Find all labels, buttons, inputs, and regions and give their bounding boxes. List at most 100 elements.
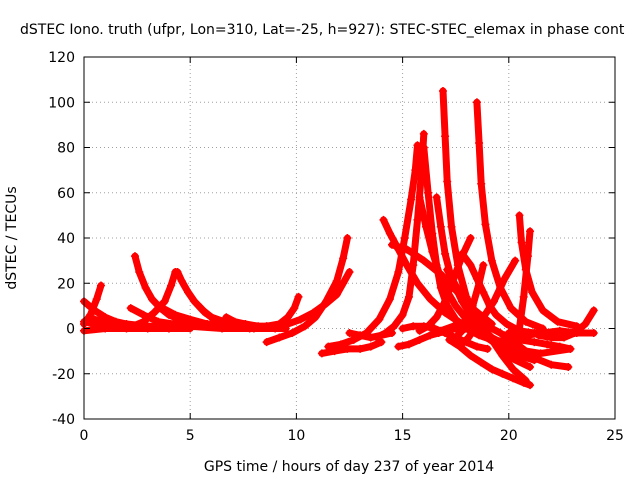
data-point xyxy=(390,322,399,331)
data-point xyxy=(169,319,178,328)
data-point xyxy=(432,193,441,202)
y-tick-label: 120 xyxy=(48,50,75,66)
data-point xyxy=(343,344,352,353)
data-point xyxy=(479,313,488,322)
data-point xyxy=(385,229,394,238)
data-point xyxy=(455,342,464,351)
data-point xyxy=(564,362,573,371)
data-point xyxy=(511,256,520,265)
data-point xyxy=(479,261,488,270)
axis-ticks: -40 -20 0 20 40 60 80 100 120 0 5 10 15 20 25 xyxy=(48,50,624,444)
y-tick-label: 0 xyxy=(66,322,75,338)
data-series-15 xyxy=(271,267,354,333)
chart-title: dSTEC Iono. truth (ufpr, Lon=310, Lat=-2… xyxy=(20,22,625,38)
data-point xyxy=(498,351,507,360)
data-point xyxy=(483,344,492,353)
data-point xyxy=(560,333,569,342)
y-tick-label: 40 xyxy=(57,231,75,247)
data-point xyxy=(322,299,331,308)
data-point xyxy=(86,310,95,319)
data-point xyxy=(460,338,469,347)
y-tick-label: 60 xyxy=(57,186,75,202)
data-point xyxy=(184,288,193,297)
data-series-13 xyxy=(228,292,303,333)
data-point xyxy=(502,319,511,328)
data-point xyxy=(345,267,354,276)
data-point xyxy=(530,353,539,362)
data-point xyxy=(460,317,469,326)
data-point xyxy=(402,245,411,254)
data-point xyxy=(555,326,564,335)
data-point xyxy=(509,374,518,383)
data-point xyxy=(451,301,460,310)
data-point xyxy=(332,290,341,299)
x-tick-label: 20 xyxy=(500,428,518,444)
data-point xyxy=(356,331,365,340)
data-point xyxy=(460,297,469,306)
data-point xyxy=(385,295,394,304)
data-point xyxy=(515,335,524,344)
data-point xyxy=(160,297,169,306)
data-point xyxy=(290,304,299,313)
data-point xyxy=(426,331,435,340)
y-axis-title: dSTEC / TECUs xyxy=(4,186,20,289)
x-tick-label: 15 xyxy=(394,428,412,444)
data-point xyxy=(589,306,598,315)
data-point xyxy=(453,331,462,340)
data-point xyxy=(141,283,150,292)
data-point xyxy=(487,256,496,265)
data-point xyxy=(581,319,590,328)
data-point xyxy=(477,358,486,367)
data-point xyxy=(339,254,348,263)
data-point xyxy=(547,360,556,369)
data-series-40 xyxy=(500,331,575,353)
data-point xyxy=(570,329,579,338)
data-point xyxy=(201,308,210,317)
data-point xyxy=(466,234,475,242)
data-point xyxy=(479,288,488,297)
data-point xyxy=(530,338,539,347)
data-point xyxy=(553,317,562,326)
data-point xyxy=(413,215,422,224)
data-point xyxy=(245,324,254,333)
data-point xyxy=(222,313,231,322)
x-tick-label: 10 xyxy=(287,428,305,444)
data-point xyxy=(434,329,443,338)
data-point xyxy=(515,211,524,220)
data-point xyxy=(451,315,460,324)
data-point xyxy=(190,297,199,306)
data-point xyxy=(589,329,598,338)
data-point xyxy=(481,220,490,229)
data-point xyxy=(509,365,518,374)
data-point xyxy=(447,222,456,231)
y-tick-label: 80 xyxy=(57,141,75,157)
data-point xyxy=(324,342,333,351)
data-point xyxy=(218,317,227,326)
data-point xyxy=(534,331,543,340)
data-point xyxy=(428,247,437,256)
data-point xyxy=(489,297,498,306)
y-tick-label: -40 xyxy=(52,412,75,428)
data-point xyxy=(394,267,403,276)
data-point xyxy=(451,281,460,290)
data-point xyxy=(167,281,176,290)
data-series-14 xyxy=(262,234,352,347)
data-point xyxy=(373,333,382,342)
data-point xyxy=(500,331,509,340)
data-series-32 xyxy=(445,335,535,390)
data-point xyxy=(90,306,99,315)
data-point xyxy=(271,324,280,333)
data-point xyxy=(218,324,227,333)
x-tick-label: 25 xyxy=(606,428,624,444)
data-point xyxy=(275,333,284,342)
data-point xyxy=(409,322,418,331)
data-point xyxy=(394,342,403,351)
x-tick-label: 5 xyxy=(186,428,195,444)
data-point xyxy=(441,132,450,141)
data-point xyxy=(262,338,271,347)
data-point xyxy=(424,322,433,331)
data-point xyxy=(500,274,509,283)
data-point xyxy=(379,215,388,224)
data-point xyxy=(400,234,409,242)
x-axis-title: GPS time / hours of day 237 of year 2014 xyxy=(204,459,494,475)
